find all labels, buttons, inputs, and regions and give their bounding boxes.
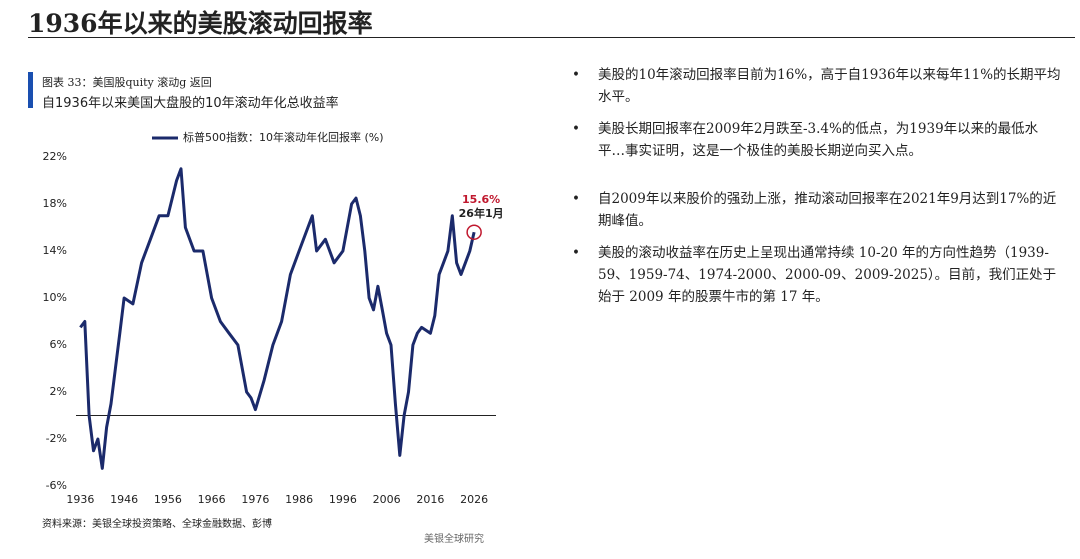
y-tick-label: 14% bbox=[43, 244, 67, 257]
x-tick-label: 1966 bbox=[198, 493, 226, 506]
y-tick-label: 22% bbox=[43, 150, 67, 163]
bullet: 美股长期回报率在2009年2月跌至-3.4%的低点，为1939年以来的最低水平…… bbox=[572, 118, 1062, 162]
bullet-list: 美股的10年滚动回报率目前为16%，高于自1936年以来每年11%的长期平均水平… bbox=[572, 64, 1062, 318]
accent-bar bbox=[28, 72, 33, 108]
x-tick-label: 1996 bbox=[329, 493, 357, 506]
y-tick-label: 18% bbox=[43, 197, 67, 210]
annotation-circle bbox=[466, 224, 482, 240]
figure-subtitle: 自1936年以来美国大盘股的10年滚动年化总收益率 bbox=[42, 96, 339, 111]
annotation-date: 26年1月 bbox=[459, 206, 504, 220]
bullet: 自2009年以来股价的强劲上涨，推动滚动回报率在2021年9月达到17%的近期峰… bbox=[572, 188, 1062, 232]
x-tick-label: 2026 bbox=[460, 493, 488, 506]
x-tick-label: 1956 bbox=[154, 493, 182, 506]
x-tick-label: 1936 bbox=[66, 493, 94, 506]
x-tick-label: 2006 bbox=[373, 493, 401, 506]
legend-label: 标普500指数：10年滚动年化回报率 (%) bbox=[183, 130, 384, 144]
y-tick-label: 6% bbox=[50, 338, 67, 351]
figure-label: 图表 33：美国股quity 滚动g 返回 bbox=[42, 76, 212, 89]
x-tick-label: 1946 bbox=[110, 493, 138, 506]
bullet: 美股的滚动收益率在历史上呈现出通常持续 10-20 年的方向性趋势（1939-5… bbox=[572, 242, 1062, 308]
x-tick-label: 2016 bbox=[416, 493, 444, 506]
source: 资料来源：美银全球投资策略、全球金融数据、彭博 bbox=[42, 519, 272, 530]
y-tick-label: 10% bbox=[43, 291, 67, 304]
y-tick-label: 2% bbox=[50, 385, 67, 398]
page-title: 1936年以来的美股滚动回报率 bbox=[28, 9, 373, 38]
x-tick-label: 1986 bbox=[285, 493, 313, 506]
footer: 美银全球研究 bbox=[424, 534, 484, 545]
x-tick-label: 1976 bbox=[241, 493, 269, 506]
chart: -6% -2% 2% 6% 10% 14% 18% 22% 1936 1946 1956 1966 19… bbox=[43, 130, 504, 506]
title-rule bbox=[28, 37, 1075, 38]
series-line bbox=[79, 167, 476, 470]
annotation-label: 15.6% bbox=[462, 193, 500, 206]
bullet: 美股的10年滚动回报率目前为16%，高于自1936年以来每年11%的长期平均水平… bbox=[572, 64, 1062, 108]
y-tick-label: -2% bbox=[46, 432, 67, 445]
y-tick-label: -6% bbox=[46, 479, 67, 492]
